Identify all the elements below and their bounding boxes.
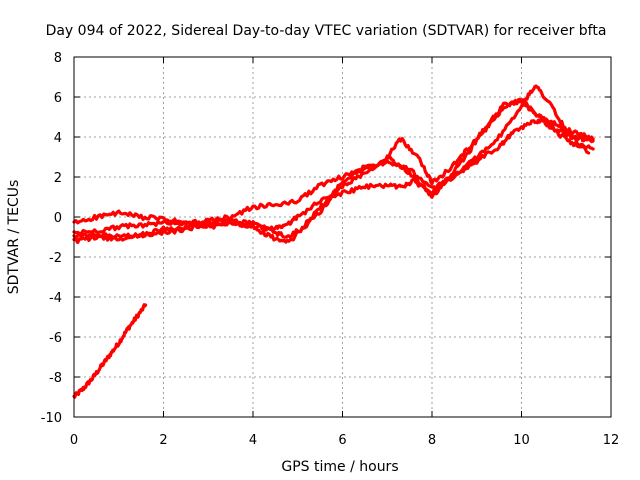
y-axis-ticks: -10 -8 -6 -4 -2 0 2 4 6 8 <box>41 51 611 426</box>
y-tick-label: 6 <box>54 91 62 106</box>
series-track-early-low <box>72 303 148 399</box>
y-tick-label: -6 <box>49 331 62 346</box>
x-tick-label: 2 <box>159 433 167 448</box>
data-series-group <box>72 84 595 399</box>
chart-title: Day 094 of 2022, Sidereal Day-to-day VTE… <box>46 23 607 39</box>
series-track-d <box>72 98 595 245</box>
x-axis-ticks: 0 2 4 6 8 10 12 <box>70 57 619 448</box>
x-tick-label: 12 <box>603 433 620 448</box>
series-track-b <box>72 84 591 236</box>
x-tick-label: 10 <box>513 433 530 448</box>
y-tick-label: -8 <box>49 371 62 386</box>
y-tick-label: 2 <box>54 171 62 186</box>
x-tick-label: 6 <box>338 433 346 448</box>
x-axis-label: GPS time / hours <box>281 459 398 475</box>
series-track-a <box>72 115 595 232</box>
y-tick-label: 0 <box>54 211 62 226</box>
x-tick-label: 4 <box>249 433 257 448</box>
y-tick-label: -2 <box>49 251 62 266</box>
y-axis-label: SDTVAR / TECUs <box>6 180 22 295</box>
y-tick-label: -4 <box>49 291 62 306</box>
y-tick-label: 8 <box>54 51 62 66</box>
x-tick-label: 0 <box>70 433 78 448</box>
grid <box>74 57 611 417</box>
y-tick-label: 4 <box>54 131 62 146</box>
x-tick-label: 8 <box>428 433 436 448</box>
y-tick-label: -10 <box>41 411 62 426</box>
